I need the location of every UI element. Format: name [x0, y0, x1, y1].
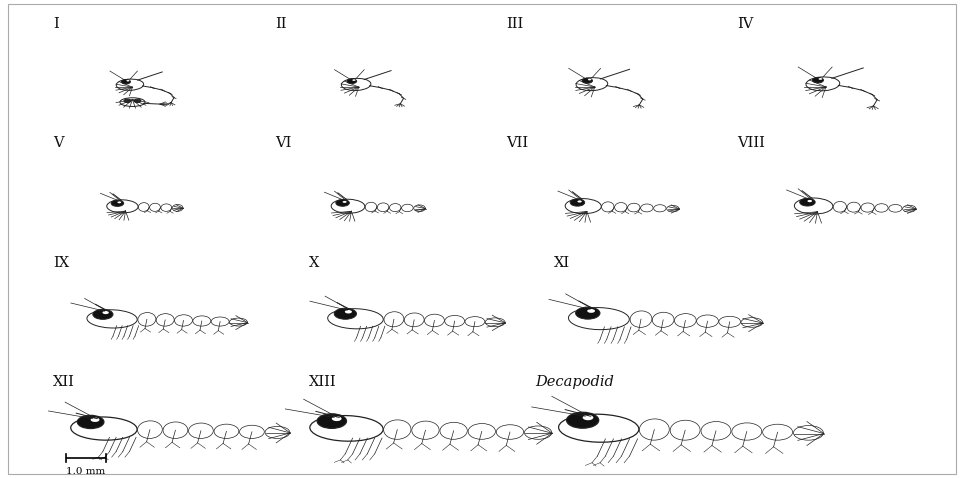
Circle shape: [818, 78, 822, 80]
Text: V: V: [53, 136, 64, 150]
Circle shape: [93, 309, 113, 319]
Circle shape: [570, 199, 584, 206]
Circle shape: [118, 201, 121, 203]
Circle shape: [126, 80, 129, 81]
Circle shape: [347, 79, 357, 84]
Text: III: III: [506, 17, 523, 31]
Circle shape: [800, 198, 816, 206]
Text: XIII: XIII: [308, 375, 336, 389]
Circle shape: [335, 200, 349, 206]
Text: 1.0 mm: 1.0 mm: [67, 467, 105, 476]
Circle shape: [345, 310, 352, 314]
Circle shape: [577, 200, 581, 203]
Circle shape: [332, 416, 341, 421]
Circle shape: [582, 415, 594, 420]
Circle shape: [335, 308, 357, 319]
Circle shape: [567, 412, 599, 428]
Circle shape: [352, 79, 356, 81]
Circle shape: [342, 201, 347, 203]
Text: XII: XII: [53, 375, 75, 389]
Text: XI: XI: [554, 256, 571, 270]
Circle shape: [102, 311, 109, 314]
Circle shape: [808, 200, 812, 202]
Circle shape: [576, 307, 600, 319]
Circle shape: [121, 79, 130, 84]
Circle shape: [77, 415, 104, 429]
Text: X: X: [308, 256, 319, 270]
Circle shape: [134, 99, 141, 103]
Text: Decapodid: Decapodid: [535, 375, 614, 389]
Text: I: I: [53, 17, 59, 31]
Circle shape: [91, 418, 99, 422]
FancyBboxPatch shape: [8, 4, 956, 474]
Text: IV: IV: [737, 17, 754, 31]
Text: VI: VI: [275, 136, 291, 150]
Text: VIII: VIII: [737, 136, 765, 150]
Text: VII: VII: [506, 136, 528, 150]
Circle shape: [111, 200, 123, 206]
Circle shape: [124, 99, 131, 103]
Text: II: II: [275, 17, 286, 31]
Circle shape: [813, 77, 823, 83]
Circle shape: [317, 414, 346, 428]
Text: IX: IX: [53, 256, 69, 270]
Circle shape: [588, 79, 591, 80]
Circle shape: [582, 78, 593, 83]
Circle shape: [587, 309, 595, 313]
